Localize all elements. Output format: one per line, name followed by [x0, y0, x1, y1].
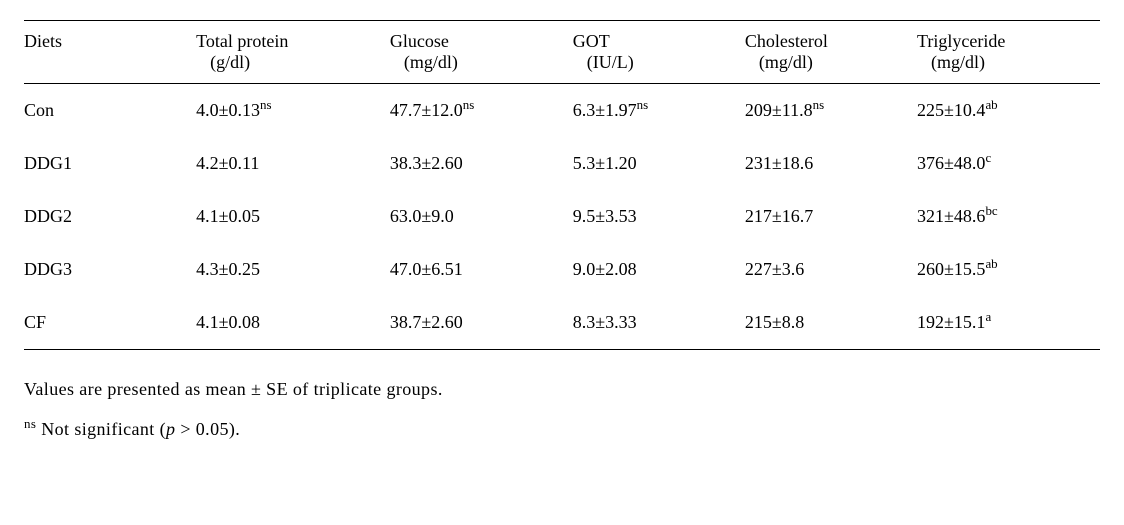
value-cell: 215±8.8: [745, 296, 917, 350]
column-header: Cholesterol(mg/dl): [745, 21, 917, 84]
cell-value: 4.1±0.05: [196, 206, 260, 226]
cell-superscript: ab: [985, 256, 997, 271]
value-cell: 38.7±2.60: [390, 296, 573, 350]
cell-value: 215±8.8: [745, 312, 804, 332]
table-footnotes: Values are presented as mean ± SE of tri…: [24, 370, 1100, 449]
value-cell: 4.1±0.08: [196, 296, 390, 350]
column-header: Triglyceride(mg/dl): [917, 21, 1100, 84]
cell-superscript: ns: [463, 97, 475, 112]
value-cell: 217±16.7: [745, 190, 917, 243]
footnote-p-symbol: p: [166, 419, 175, 439]
blood-chemistry-table: DietsTotal protein(g/dl)Glucose(mg/dl)GO…: [24, 20, 1100, 350]
footnote-text: > 0.05).: [175, 419, 240, 439]
diet-cell: DDG2: [24, 190, 196, 243]
column-unit: (mg/dl): [917, 52, 1100, 73]
cell-value: 225±10.4: [917, 100, 985, 120]
cell-value: 260±15.5: [917, 259, 985, 279]
value-cell: 225±10.4ab: [917, 84, 1100, 138]
value-cell: 8.3±3.33: [573, 296, 745, 350]
footnote-line: Values are presented as mean ± SE of tri…: [24, 370, 1100, 410]
value-cell: 38.3±2.60: [390, 137, 573, 190]
cell-value: 321±48.6: [917, 206, 985, 226]
value-cell: 209±11.8ns: [745, 84, 917, 138]
cell-value: 4.3±0.25: [196, 259, 260, 279]
cell-value: 8.3±3.33: [573, 312, 637, 332]
column-name: Triglyceride: [917, 31, 1005, 51]
cell-value: 217±16.7: [745, 206, 813, 226]
cell-value: 376±48.0: [917, 153, 985, 173]
footnote-text: Not significant (: [36, 419, 166, 439]
cell-value: 4.1±0.08: [196, 312, 260, 332]
column-name: GOT: [573, 31, 610, 51]
value-cell: 47.0±6.51: [390, 243, 573, 296]
value-cell: 4.2±0.11: [196, 137, 390, 190]
cell-superscript: ns: [260, 97, 272, 112]
cell-value: 192±15.1: [917, 312, 985, 332]
table-row: CF4.1±0.08 38.7±2.60 8.3±3.33 215±8.8 192±15…: [24, 296, 1100, 350]
cell-value: 231±18.6: [745, 153, 813, 173]
footnote-sup-ns: ns: [24, 416, 36, 431]
cell-value: 9.5±3.53: [573, 206, 637, 226]
footnote-line: ns Not significant (p > 0.05).: [24, 410, 1100, 450]
column-name: Diets: [24, 31, 62, 51]
cell-value: 9.0±2.08: [573, 259, 637, 279]
column-header: Diets: [24, 21, 196, 84]
cell-value: 4.0±0.13: [196, 100, 260, 120]
value-cell: 4.0±0.13ns: [196, 84, 390, 138]
column-header: Total protein(g/dl): [196, 21, 390, 84]
cell-value: 38.3±2.60: [390, 153, 463, 173]
value-cell: 6.3±1.97ns: [573, 84, 745, 138]
value-cell: 231±18.6: [745, 137, 917, 190]
column-name: Cholesterol: [745, 31, 828, 51]
cell-superscript: a: [985, 309, 991, 324]
value-cell: 9.5±3.53: [573, 190, 745, 243]
table-row: Con4.0±0.13ns47.7±12.0ns6.3±1.97ns209±11…: [24, 84, 1100, 138]
value-cell: 9.0±2.08: [573, 243, 745, 296]
cell-superscript: ns: [637, 97, 649, 112]
value-cell: 227±3.6: [745, 243, 917, 296]
column-name: Glucose: [390, 31, 449, 51]
table-body: Con4.0±0.13ns47.7±12.0ns6.3±1.97ns209±11…: [24, 84, 1100, 350]
table-row: DDG34.3±0.25 47.0±6.51 9.0±2.08 227±3.6 260±…: [24, 243, 1100, 296]
table-row: DDG14.2±0.11 38.3±2.60 5.3±1.20 231±18.6 376…: [24, 137, 1100, 190]
cell-superscript: c: [985, 150, 991, 165]
cell-value: 38.7±2.60: [390, 312, 463, 332]
column-name: Total protein: [196, 31, 288, 51]
column-unit: (mg/dl): [745, 52, 917, 73]
cell-value: 209±11.8: [745, 100, 813, 120]
column-unit: (IU/L): [573, 52, 745, 73]
value-cell: 321±48.6bc: [917, 190, 1100, 243]
table-row: DDG24.1±0.05 63.0±9.0 9.5±3.53 217±16.7 321±…: [24, 190, 1100, 243]
value-cell: 376±48.0c: [917, 137, 1100, 190]
diet-cell: CF: [24, 296, 196, 350]
column-unit: (mg/dl): [390, 52, 573, 73]
column-header: GOT(IU/L): [573, 21, 745, 84]
cell-value: 47.0±6.51: [390, 259, 463, 279]
column-header: Glucose(mg/dl): [390, 21, 573, 84]
cell-value: 4.2±0.11: [196, 153, 259, 173]
value-cell: 4.3±0.25: [196, 243, 390, 296]
cell-value: 6.3±1.97: [573, 100, 637, 120]
table-header-row: DietsTotal protein(g/dl)Glucose(mg/dl)GO…: [24, 21, 1100, 84]
value-cell: 47.7±12.0ns: [390, 84, 573, 138]
value-cell: 260±15.5ab: [917, 243, 1100, 296]
diet-cell: Con: [24, 84, 196, 138]
cell-superscript: bc: [985, 203, 997, 218]
value-cell: 4.1±0.05: [196, 190, 390, 243]
cell-value: 227±3.6: [745, 259, 804, 279]
cell-value: 5.3±1.20: [573, 153, 637, 173]
diet-cell: DDG3: [24, 243, 196, 296]
cell-superscript: ab: [985, 97, 997, 112]
value-cell: 5.3±1.20: [573, 137, 745, 190]
value-cell: 63.0±9.0: [390, 190, 573, 243]
cell-value: 47.7±12.0: [390, 100, 463, 120]
cell-superscript: ns: [813, 97, 825, 112]
diet-cell: DDG1: [24, 137, 196, 190]
column-unit: (g/dl): [196, 52, 390, 73]
value-cell: 192±15.1a: [917, 296, 1100, 350]
cell-value: 63.0±9.0: [390, 206, 454, 226]
